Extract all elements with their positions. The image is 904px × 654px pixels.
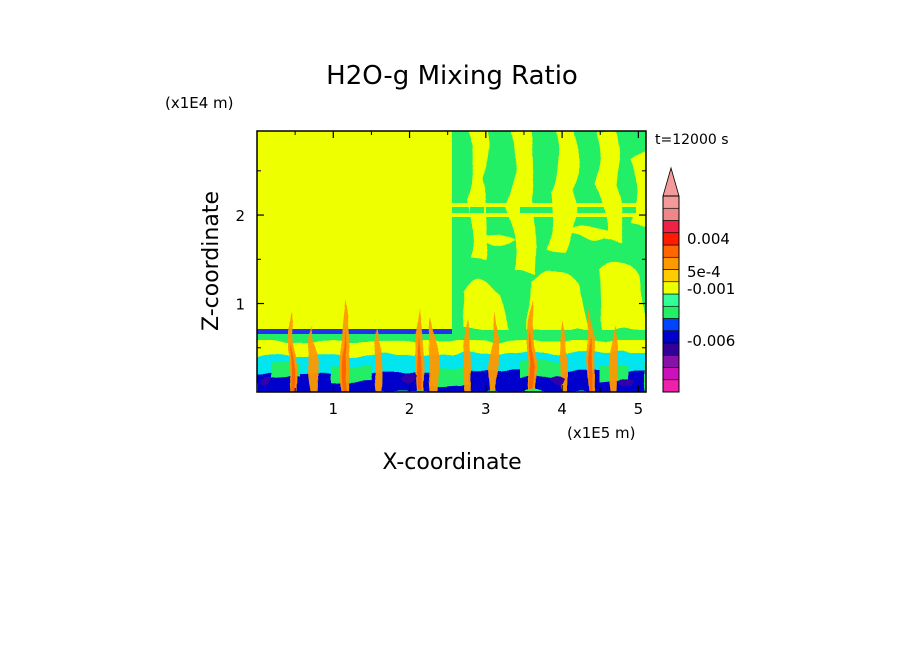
colorbar-swatch <box>662 305 680 319</box>
plot-area <box>257 131 646 392</box>
chart-title: H2O-g Mixing Ratio <box>326 61 578 91</box>
colorbar-swatch <box>662 232 680 246</box>
colorbar-extend-arrow <box>662 166 680 197</box>
colorbar-swatch <box>662 354 680 368</box>
colorbar-swatch <box>662 367 680 381</box>
x-tick-label: 5 <box>634 400 644 418</box>
time-label: t=12000 s <box>655 132 729 148</box>
plot-frame <box>256 130 647 393</box>
x-tick-label: 4 <box>557 400 567 418</box>
x-tick-label: 3 <box>481 400 491 418</box>
x-tick-label: 1 <box>329 400 339 418</box>
y-tick-label: 2 <box>235 207 245 225</box>
colorbar-swatch <box>662 220 680 234</box>
colorbar-swatch <box>662 342 680 356</box>
y-axis-label: Z-coordinate <box>199 191 224 331</box>
x-axis-label: X-coordinate <box>382 450 521 475</box>
colorbar-label--0.006: -0.006 <box>687 332 735 350</box>
colorbar-swatch <box>662 330 680 344</box>
colorbar-swatch <box>662 379 680 393</box>
colorbar-swatch <box>662 256 680 270</box>
colorbar-label--0.001: -0.001 <box>687 280 735 298</box>
colorbar-swatch <box>662 244 680 258</box>
colorbar-frame <box>662 195 680 393</box>
y-unit-label: (x1E4 m) <box>165 94 234 112</box>
colorbar-swatch <box>662 195 680 209</box>
colorbar-swatch <box>662 269 680 283</box>
colorbar-label-5e-4: 5e-4 <box>687 263 721 281</box>
colorbar-swatch <box>662 318 680 332</box>
colorbar-swatch <box>662 207 680 221</box>
x-axis-ticks: 1 2 3 4 5 <box>294 131 644 418</box>
y-axis-ticks: 12 <box>235 170 646 349</box>
y-tick-label: 1 <box>235 296 245 314</box>
colorbar-label-0.004: 0.004 <box>687 230 730 248</box>
colorbar <box>662 166 680 393</box>
colorbar-swatch <box>662 293 680 307</box>
colorbar-swatch <box>662 281 680 295</box>
colorbar-labels: 0.004 5e-4 -0.001 -0.006 <box>687 230 735 350</box>
x-tick-label: 2 <box>405 400 415 418</box>
x-unit-label: (x1E5 m) <box>567 424 636 442</box>
